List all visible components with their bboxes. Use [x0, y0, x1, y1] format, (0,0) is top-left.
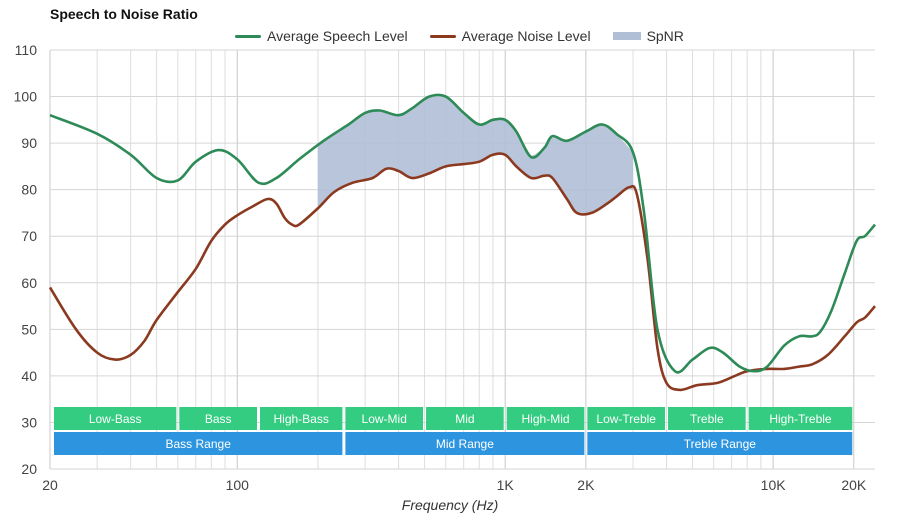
- y-tick-label: 90: [21, 135, 37, 151]
- legend-item-noise[interactable]: Average Noise Level: [429, 28, 591, 44]
- band-label: Low-Mid: [362, 412, 407, 426]
- band-treble: [668, 407, 746, 430]
- y-tick-label: 100: [14, 89, 38, 105]
- speech-line: [49, 93, 876, 374]
- y-grid: [50, 49, 875, 470]
- spnr-area-swatch: [612, 32, 641, 40]
- y-tick-label: 50: [21, 321, 37, 337]
- legend: Average Speech Level Average Noise Level…: [235, 28, 706, 44]
- band-low-treble: [587, 407, 666, 430]
- speech-line-swatch: [235, 34, 261, 38]
- band-label: Treble Range: [684, 437, 757, 451]
- band-label: Bass: [205, 412, 232, 426]
- band-high-bass: [259, 407, 343, 430]
- y-tick-label: 60: [21, 275, 37, 291]
- band-label: Bass Range: [166, 437, 232, 451]
- y-tick-label: 80: [21, 182, 37, 198]
- band-label: Treble: [690, 412, 724, 426]
- band-bass-range: [54, 432, 343, 455]
- y-tick-label: 70: [21, 228, 37, 244]
- noise-line-swatch: [429, 34, 456, 38]
- band-bass: [179, 407, 257, 430]
- band-high-mid: [506, 407, 585, 430]
- legend-label-speech: Average Speech Level: [267, 28, 408, 44]
- x-tick-label: 100: [226, 477, 250, 493]
- band-label: Mid Range: [436, 437, 494, 451]
- band-label: Low-Bass: [89, 412, 142, 426]
- y-tick-label: 20: [21, 461, 37, 477]
- legend-item-spnr[interactable]: SpNR: [612, 28, 684, 44]
- band-label: Low-Treble: [596, 412, 656, 426]
- band-label: High-Treble: [769, 412, 832, 426]
- noise-line: [48, 152, 876, 392]
- x-tick-label: 1K: [497, 477, 515, 493]
- chart-title: Speech to Noise Ratio: [50, 6, 198, 22]
- y-tick-label: 30: [21, 414, 37, 430]
- legend-label-spnr: SpNR: [646, 28, 684, 44]
- band-high-treble: [748, 407, 853, 430]
- y-tick-label: 40: [21, 368, 37, 384]
- band-label: High-Mid: [522, 412, 570, 426]
- x-tick-label: 10K: [761, 477, 787, 493]
- band-low-mid: [345, 407, 424, 430]
- legend-item-speech[interactable]: Average Speech Level: [235, 28, 408, 44]
- band-treble-range: [587, 432, 853, 455]
- spnr-area: [317, 96, 633, 213]
- band-low-bass: [54, 407, 177, 430]
- x-tick-label: 20K: [841, 477, 867, 493]
- band-mid: [426, 407, 504, 430]
- band-label: High-Bass: [274, 412, 329, 426]
- y-tick-label: 110: [15, 42, 38, 58]
- band-mid-range: [345, 432, 585, 455]
- x-axis-label: Frequency (Hz): [401, 497, 499, 513]
- band-label: Mid: [455, 412, 474, 426]
- legend-label-noise: Average Noise Level: [461, 28, 591, 44]
- x-grid: [49, 50, 855, 469]
- x-tick-label: 2K: [577, 477, 595, 493]
- x-tick-label: 20: [42, 477, 58, 493]
